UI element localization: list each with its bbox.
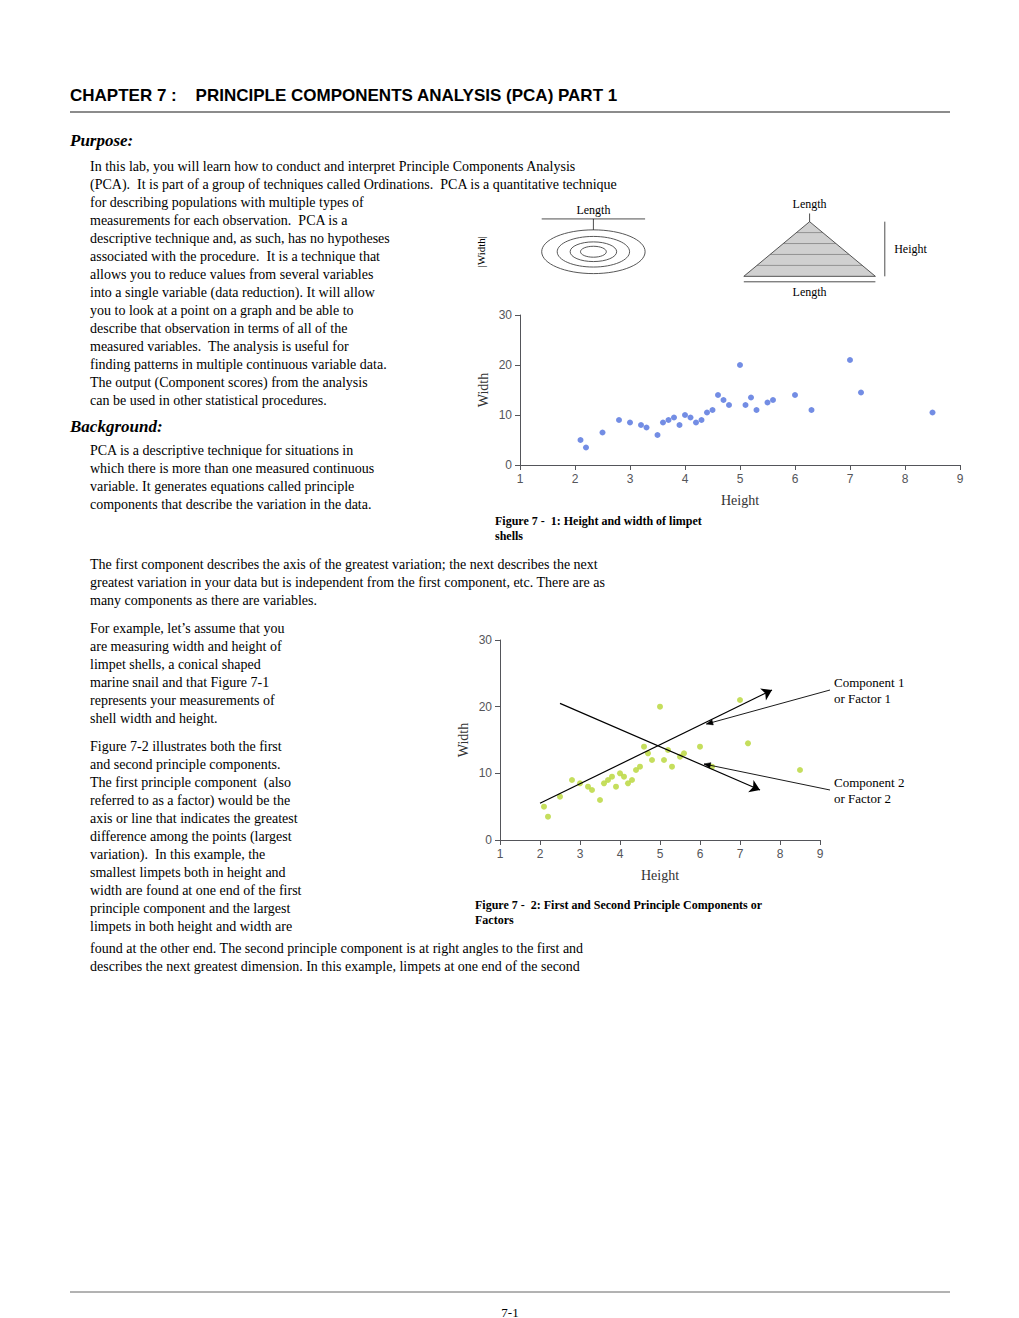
svg-text:Component 2: Component 2: [834, 775, 904, 790]
svg-text:principle component and the la: principle component and the largest: [90, 901, 290, 916]
svg-text:2: 2: [572, 472, 579, 486]
svg-text:shell width and height.: shell width and height.: [90, 711, 218, 726]
svg-text:Figure 7 - 2: First and Secon: Figure 7 - 2: First and Second Principle…: [475, 898, 763, 912]
svg-text:describes the next greatest di: describes the next greatest dimension. I…: [90, 959, 580, 974]
svg-text:3: 3: [627, 472, 634, 486]
svg-text:9: 9: [957, 472, 964, 486]
svg-text:variation). In this example,: variation). In this example, the: [90, 847, 265, 863]
svg-text:Length: Length: [793, 197, 827, 211]
svg-text:The first principle component: The first principle component (also: [90, 775, 291, 791]
svg-text:3: 3: [577, 847, 584, 861]
svg-text:8: 8: [902, 472, 909, 486]
svg-text:axis or line that indicates th: axis or line that indicates the greatest: [90, 811, 298, 826]
svg-text:10: 10: [479, 766, 493, 780]
svg-text:4: 4: [682, 472, 689, 486]
svg-text:Factors: Factors: [475, 913, 514, 927]
svg-text:6: 6: [697, 847, 704, 861]
svg-text:10: 10: [499, 408, 513, 422]
svg-text:30: 30: [499, 308, 513, 322]
svg-text:The first component describes: The first component describes the axis o…: [90, 557, 598, 572]
svg-text:which there is more than one m: which there is more than one measured co…: [90, 461, 374, 476]
svg-text:represents your measurements o: represents your measurements of: [90, 693, 275, 708]
svg-text:7: 7: [847, 472, 854, 486]
svg-text:associated with the procedure.: associated with the procedure. It is a t…: [90, 249, 380, 264]
svg-text:finding patterns in multiple c: finding patterns in multiple continuous …: [90, 357, 387, 372]
svg-text:limpet shells, a conical shape: limpet shells, a conical shaped: [90, 657, 261, 672]
svg-text:measured variables. The analy: measured variables. The analysis is usef…: [90, 339, 349, 354]
svg-text:Figure 7 - 1: Height and widt: Figure 7 - 1: Height and width of limpet: [495, 514, 702, 528]
svg-text:Height: Height: [894, 242, 927, 256]
svg-text:into a single variable (data r: into a single variable (data reduction).…: [90, 285, 376, 301]
svg-text:Figure 7-2 illustrates both th: Figure 7-2 illustrates both the first: [90, 739, 282, 754]
svg-text:difference among the points (l: difference among the points (largest: [90, 829, 292, 845]
svg-text:variable. It generates equatio: variable. It generates equations called …: [90, 479, 354, 494]
svg-text:7: 7: [737, 847, 744, 861]
svg-text:(PCA). It is part of a group: (PCA). It is part of a group of techniqu…: [90, 177, 617, 193]
svg-text:components that describe the v: components that describe the variation i…: [90, 497, 371, 512]
svg-text:The output (Component scores): The output (Component scores) from the a…: [90, 375, 368, 391]
svg-text:or Factor 2: or Factor 2: [834, 791, 891, 806]
svg-text:Purpose:: Purpose:: [69, 131, 133, 150]
svg-text:marine snail and that Figure 7: marine snail and that Figure 7-1: [90, 675, 269, 690]
svg-text:or Factor 1: or Factor 1: [834, 691, 891, 706]
svg-text:descriptive technique and, as: descriptive technique and, as such, has …: [90, 231, 390, 246]
svg-text:Width: Width: [456, 723, 471, 757]
svg-text:describe that observation in t: describe that observation in terms of al…: [90, 321, 347, 336]
svg-text:6: 6: [792, 472, 799, 486]
svg-text:0: 0: [505, 458, 512, 472]
svg-text:1: 1: [517, 472, 524, 486]
svg-text:allows you to reduce values fr: allows you to reduce values from several…: [90, 267, 373, 282]
svg-text:4: 4: [617, 847, 624, 861]
svg-text:2: 2: [537, 847, 544, 861]
svg-text:are measuring width and height: are measuring width and height of: [90, 639, 282, 654]
svg-text:measurements for each observat: measurements for each observation. PCA i…: [90, 213, 348, 228]
svg-text:smallest limpets both in heigh: smallest limpets both in height and: [90, 865, 286, 880]
svg-text:Background:: Background:: [69, 417, 163, 436]
svg-text:CHAPTER 7 : PRINCIPLE COMPO: CHAPTER 7 : PRINCIPLE COMPONENTS ANALYSI…: [70, 86, 617, 105]
svg-text:and second principle component: and second principle components.: [90, 757, 281, 772]
svg-text:20: 20: [499, 358, 513, 372]
svg-text:can be used in other statistic: can be used in other statistical procedu…: [90, 393, 327, 408]
svg-text:referred to as a factor) would: referred to as a factor) would be the: [90, 793, 290, 809]
svg-text:for describing populations wit: for describing populations with multiple…: [90, 195, 364, 210]
svg-text:Height: Height: [641, 868, 679, 883]
svg-text:8: 8: [777, 847, 784, 861]
svg-text:Length: Length: [793, 285, 827, 299]
svg-text:9: 9: [817, 847, 824, 861]
svg-text:1: 1: [497, 847, 504, 861]
svg-text:width are found at one end of: width are found at one end of the first: [90, 883, 302, 898]
svg-text:0: 0: [485, 833, 492, 847]
svg-text:30: 30: [479, 633, 493, 647]
svg-text:20: 20: [479, 700, 493, 714]
svg-text:For example, let’s assume that: For example, let’s assume that you: [90, 621, 284, 636]
svg-text:PCA is a descriptive technique: PCA is a descriptive technique for situa…: [90, 443, 353, 458]
svg-text:5: 5: [737, 472, 744, 486]
svg-text:limpets in both height and wid: limpets in both height and width are: [90, 919, 292, 934]
svg-text:many components as there are v: many components as there are variables.: [90, 593, 317, 608]
svg-text:Width: Width: [476, 373, 491, 407]
svg-text:greatest variation in your dat: greatest variation in your data but is i…: [90, 575, 605, 590]
svg-text:5: 5: [657, 847, 664, 861]
svg-text:|Width|: |Width|: [475, 236, 487, 267]
svg-text:found at the other end. The se: found at the other end. The second princ…: [90, 941, 583, 956]
svg-text:you to look at a point on a gr: you to look at a point on a graph and be…: [90, 303, 354, 318]
svg-text:In this lab, you will learn ho: In this lab, you will learn how to condu…: [90, 159, 575, 174]
svg-text:shells: shells: [495, 529, 523, 543]
svg-text:Height: Height: [721, 493, 759, 508]
svg-text:Component 1: Component 1: [834, 675, 904, 690]
svg-text:7-1: 7-1: [501, 1305, 518, 1318]
svg-text:Length: Length: [576, 203, 610, 217]
